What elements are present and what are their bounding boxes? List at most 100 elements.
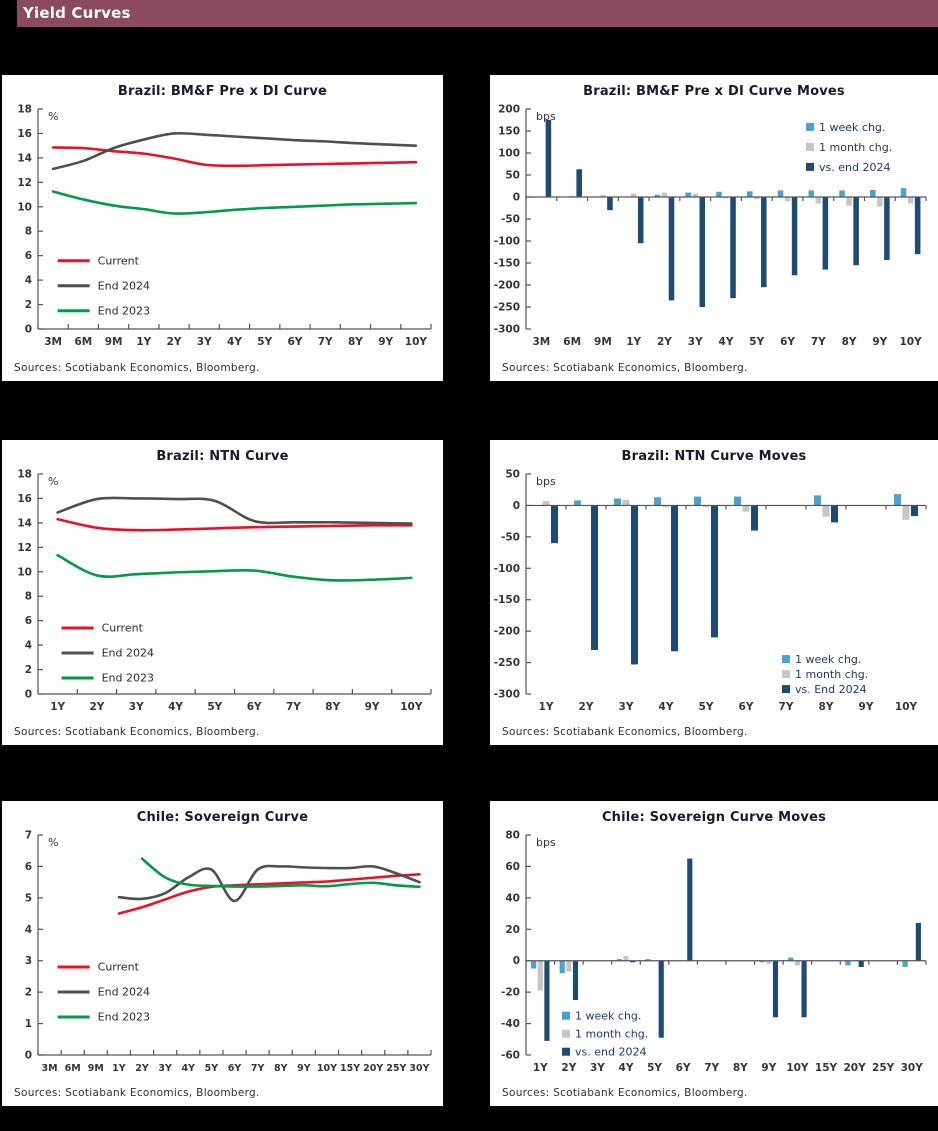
svg-text:15Y: 15Y: [340, 1063, 360, 1074]
svg-text:4Y: 4Y: [182, 1063, 196, 1074]
svg-text:2: 2: [25, 299, 32, 311]
svg-text:6Y: 6Y: [247, 701, 262, 713]
svg-text:-200: -200: [494, 280, 520, 292]
svg-text:150: 150: [498, 126, 520, 138]
svg-text:15Y: 15Y: [815, 1062, 838, 1074]
svg-text:vs. end 2024: vs. end 2024: [575, 1046, 646, 1059]
svg-text:9M: 9M: [88, 1063, 104, 1074]
svg-text:7Y: 7Y: [318, 336, 333, 348]
svg-text:8: 8: [25, 226, 32, 238]
svg-text:0: 0: [25, 1050, 32, 1062]
svg-text:vs. end 2024: vs. end 2024: [819, 161, 890, 174]
svg-text:10: 10: [17, 566, 32, 578]
svg-text:4: 4: [25, 275, 32, 287]
svg-text:End 2024: End 2024: [98, 279, 150, 292]
svg-text:12: 12: [17, 177, 32, 189]
svg-text:10Y: 10Y: [317, 1063, 337, 1074]
svg-text:-250: -250: [494, 657, 520, 669]
svg-text:60: 60: [505, 861, 520, 873]
svg-text:1Y: 1Y: [50, 701, 65, 713]
svg-text:10Y: 10Y: [405, 336, 428, 348]
svg-text:6Y: 6Y: [780, 336, 795, 348]
svg-text:6Y: 6Y: [288, 336, 303, 348]
svg-text:3: 3: [25, 955, 32, 967]
svg-text:6: 6: [25, 615, 32, 627]
svg-text:7Y: 7Y: [811, 336, 826, 348]
svg-text:9Y: 9Y: [761, 1062, 776, 1074]
svg-text:7Y: 7Y: [779, 701, 794, 713]
source-note: Sources: Scotiabank Economics, Bloomberg…: [14, 1087, 260, 1099]
svg-text:40: 40: [505, 892, 520, 904]
svg-text:5Y: 5Y: [205, 1063, 219, 1074]
svg-text:18: 18: [17, 104, 32, 116]
svg-text:Current: Current: [98, 254, 140, 267]
panel-brazil-bmf-pre-di-curve-moves: Brazil: BM&F Pre x DI Curve Moves -300 -2…: [490, 75, 938, 381]
chart-title: Brazil: NTN Curve Moves: [621, 449, 807, 464]
svg-text:bps: bps: [536, 110, 556, 123]
svg-text:%: %: [48, 836, 58, 849]
svg-text:End 2023: End 2023: [98, 1011, 150, 1024]
svg-text:End 2023: End 2023: [98, 304, 150, 317]
svg-text:3M: 3M: [44, 336, 62, 348]
chart-title: Brazil: BM&F Pre x DI Curve Moves: [583, 84, 845, 99]
source-note: Sources: Scotiabank Economics, Bloomberg…: [14, 726, 260, 738]
svg-text:End 2024: End 2024: [102, 647, 154, 660]
svg-text:20: 20: [505, 924, 520, 936]
svg-text:3Y: 3Y: [590, 1062, 605, 1074]
chart-title: Chile: Sovereign Curve Moves: [601, 810, 827, 825]
page-header-bar: Yield Curves: [17, 0, 938, 27]
svg-text:9Y: 9Y: [872, 336, 887, 348]
svg-text:20Y: 20Y: [843, 1062, 866, 1074]
svg-text:18: 18: [17, 469, 32, 481]
svg-text:1 week chg.: 1 week chg.: [819, 121, 885, 134]
svg-text:-300: -300: [494, 689, 520, 701]
svg-text:25Y: 25Y: [872, 1062, 895, 1074]
svg-text:-100: -100: [494, 563, 520, 575]
svg-text:8Y: 8Y: [325, 701, 340, 713]
svg-text:9M: 9M: [594, 336, 612, 348]
svg-text:2Y: 2Y: [167, 336, 182, 348]
svg-text:0: 0: [25, 324, 32, 336]
svg-text:1 month chg.: 1 month chg.: [575, 1028, 648, 1041]
svg-text:50: 50: [505, 170, 520, 182]
svg-text:14: 14: [17, 517, 32, 529]
svg-text:-20: -20: [501, 987, 520, 999]
svg-text:Current: Current: [102, 622, 144, 635]
svg-text:3Y: 3Y: [688, 336, 703, 348]
line-chart-brazil-bmf-pre-di: 0 2 4 6 8 10 12 14 16 18% 3M 6M 9M 1Y 2Y 3Y 4Y 5Y 6Y 7Y 8Y 9Y…: [17, 104, 432, 348]
svg-text:2Y: 2Y: [657, 336, 672, 348]
svg-text:10: 10: [17, 201, 32, 213]
svg-text:%: %: [48, 110, 58, 123]
bar-chart-chile-sovereign-moves: -60 -40 -20 0 20 40 60 80 bps 1Y 2Y 3Y 4Y 5Y 6Y 7Y 8Y 9Y 1…: [501, 830, 927, 1074]
svg-text:8Y: 8Y: [819, 701, 834, 713]
svg-text:1 month chg.: 1 month chg.: [795, 668, 868, 681]
svg-text:8Y: 8Y: [274, 1063, 288, 1074]
svg-text:6Y: 6Y: [228, 1063, 242, 1074]
svg-text:1Y: 1Y: [626, 336, 641, 348]
svg-text:-250: -250: [494, 302, 520, 314]
svg-text:4Y: 4Y: [227, 336, 242, 348]
svg-text:4: 4: [25, 924, 32, 936]
svg-text:-300: -300: [494, 324, 520, 336]
svg-text:5Y: 5Y: [257, 336, 272, 348]
svg-text:8Y: 8Y: [733, 1062, 748, 1074]
svg-text:5: 5: [25, 892, 32, 904]
svg-text:1Y: 1Y: [533, 1062, 548, 1074]
bar-chart-brazil-ntn-moves: -300 -250 -200 -150 -100 -50 0 50 bps 1Y 2Y 3Y 4Y 5Y 6…: [494, 469, 927, 713]
svg-text:20Y: 20Y: [363, 1063, 383, 1074]
svg-text:4Y: 4Y: [659, 701, 674, 713]
svg-text:1 week chg.: 1 week chg.: [575, 1010, 641, 1023]
source-note: Sources: Scotiabank Economics, Bloomberg…: [502, 1087, 748, 1099]
svg-text:9M: 9M: [105, 336, 123, 348]
svg-text:0: 0: [25, 689, 32, 701]
svg-text:End 2024: End 2024: [98, 986, 150, 999]
svg-text:1: 1: [25, 1018, 32, 1030]
chart-title: Chile: Sovereign Curve: [136, 810, 309, 825]
svg-text:12: 12: [17, 542, 32, 554]
svg-text:9Y: 9Y: [365, 701, 380, 713]
svg-text:6M: 6M: [563, 336, 581, 348]
svg-text:4Y: 4Y: [168, 701, 183, 713]
svg-text:-40: -40: [501, 1018, 520, 1030]
svg-text:5Y: 5Y: [749, 336, 764, 348]
